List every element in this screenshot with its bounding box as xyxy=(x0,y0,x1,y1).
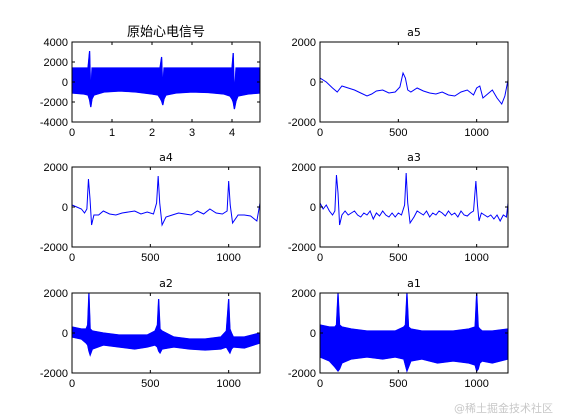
axes-box-a4 xyxy=(71,166,261,248)
series-band-a1 xyxy=(320,293,508,373)
y-tick-label: 2000 xyxy=(44,162,68,174)
plot-area-a3 xyxy=(320,172,508,226)
x-tick-label: 0 xyxy=(69,378,75,390)
plot-area-a5 xyxy=(320,71,508,105)
plot-area-a4 xyxy=(72,175,260,227)
series-upper-edge-a1 xyxy=(320,293,508,332)
y-tick-label: 2000 xyxy=(44,288,68,300)
x-tick-label: 500 xyxy=(141,378,159,390)
series-line-a4 xyxy=(72,175,260,227)
x-tick-label: 0 xyxy=(317,252,323,264)
y-tick-label: 4000 xyxy=(44,37,68,49)
watermark-text: @稀土掘金技术社区 xyxy=(454,402,553,415)
y-tick-label: -2000 xyxy=(40,242,68,254)
y-tick-label: 2000 xyxy=(292,162,316,174)
y-tick-label: 2000 xyxy=(292,288,316,300)
y-tick-label: 0 xyxy=(62,328,68,340)
series-lower-edge-a2 xyxy=(72,336,260,357)
series-lower-edge-original xyxy=(72,90,260,110)
x-tick-label: 500 xyxy=(389,378,407,390)
y-tick-label: 2000 xyxy=(292,37,316,49)
chart-title-a4: a4 xyxy=(159,151,173,164)
x-tick-label: 1 xyxy=(109,127,115,139)
y-tick-label: 0 xyxy=(62,77,68,89)
x-tick-label: 1000 xyxy=(216,252,240,264)
y-tick-label: 0 xyxy=(62,202,68,214)
x-tick-label: 500 xyxy=(389,127,407,139)
chart-title-a5: a5 xyxy=(407,26,421,39)
chart-title-a3: a3 xyxy=(407,151,421,164)
x-tick-label: 1000 xyxy=(464,252,488,264)
x-tick-label: 1000 xyxy=(464,378,488,390)
x-tick-label: 1000 xyxy=(216,378,240,390)
x-tick-label: 1000 xyxy=(464,127,488,139)
series-lower-edge-a1 xyxy=(320,356,508,373)
x-tick-label: 0 xyxy=(69,127,75,139)
x-tick-label: 500 xyxy=(141,252,159,264)
x-tick-label: 0 xyxy=(317,127,323,139)
series-upper-edge-a2 xyxy=(72,293,260,340)
x-tick-label: 3 xyxy=(189,127,195,139)
chart-title-a1: a1 xyxy=(407,277,421,290)
y-tick-label: 2000 xyxy=(44,57,68,69)
x-tick-label: 4 xyxy=(229,127,235,139)
y-tick-label: 0 xyxy=(310,328,316,340)
y-tick-label: 0 xyxy=(310,77,316,89)
chart-title-original: 原始心电信号 xyxy=(127,25,205,40)
series-upper-edge-original xyxy=(72,50,260,100)
y-tick-label: -2000 xyxy=(288,368,316,380)
series-line-a3 xyxy=(320,172,508,226)
axes-box-a3 xyxy=(319,166,509,248)
y-tick-label: -2000 xyxy=(40,368,68,380)
y-tick-label: 0 xyxy=(310,202,316,214)
subplot-original: 0 1 2 3 4 -4000 -2000 0 2000 4000 原始心电信号 xyxy=(40,25,261,139)
x-tick-label: 500 xyxy=(389,252,407,264)
x-tick-label: 0 xyxy=(317,378,323,390)
chart-title-a2: a2 xyxy=(159,277,173,290)
series-band-original xyxy=(72,50,260,110)
axes-box-a5 xyxy=(319,41,509,123)
plot-area-a2 xyxy=(72,293,260,357)
series-line-a5 xyxy=(320,71,508,105)
plot-area-a1 xyxy=(320,293,508,373)
y-tick-label: -2000 xyxy=(40,97,68,109)
y-tick-label: -2000 xyxy=(288,242,316,254)
x-tick-label: 2 xyxy=(149,127,155,139)
x-tick-label: 0 xyxy=(69,252,75,264)
y-tick-label: -2000 xyxy=(288,117,316,129)
y-tick-label: -4000 xyxy=(40,117,68,129)
plot-area-original xyxy=(72,50,260,110)
